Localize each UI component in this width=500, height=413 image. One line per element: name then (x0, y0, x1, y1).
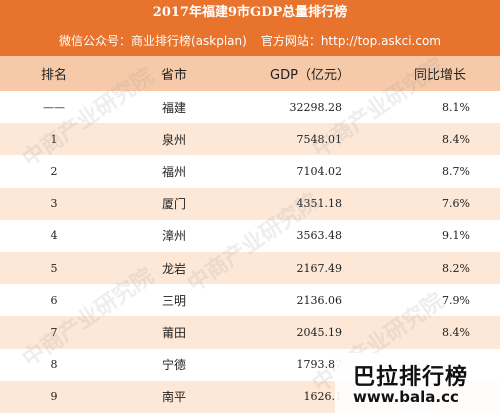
column-header-gdp: GDP（亿元） (270, 68, 350, 83)
gdp-cell: 2167.49 (296, 261, 343, 275)
city-cell: 三明 (161, 293, 186, 308)
rank-cell: 6 (50, 293, 58, 307)
table-row: —— 福建 32298.28 8.1% (0, 91, 500, 123)
growth-cell: 7.9% (442, 293, 470, 307)
table-row: 1 泉州 7548.01 8.4% (0, 123, 500, 156)
growth-cell: 8.1% (442, 100, 470, 114)
rank-cell: 2 (50, 164, 58, 178)
city-cell: 厦门 (161, 197, 186, 212)
gdp-cell: 2136.06 (296, 293, 343, 307)
column-header-city: 省市 (160, 68, 187, 83)
city-cell: 莆田 (161, 325, 186, 340)
website-label: 官方网站：http://top.askci.com (260, 34, 441, 48)
gdp-cell: 1626.1 (303, 390, 343, 404)
rank-cell: 8 (50, 358, 58, 372)
gdp-cell: 3563.48 (296, 229, 343, 243)
rank-cell: 9 (50, 390, 58, 404)
table-row: 2 福州 7104.02 8.7% (0, 155, 500, 187)
city-cell: 龙岩 (161, 261, 186, 276)
city-cell: 福建 (161, 100, 186, 115)
table-row: 4 漳州 3563.48 9.1% (0, 220, 500, 252)
brand-url: www.bala.cc (353, 388, 459, 406)
table-body: —— 福建 32298.28 8.1% 1 泉州 7548.01 8.4% 2 … (0, 91, 500, 413)
city-cell: 漳州 (161, 229, 186, 244)
table-row: 5 龙岩 2167.49 8.2% (0, 251, 500, 285)
growth-cell: 8.4% (442, 325, 470, 339)
gdp-cell: 2045.19 (296, 325, 343, 339)
table-row: 7 莆田 2045.19 8.4% (0, 316, 500, 349)
city-cell: 南平 (161, 390, 186, 405)
gdp-cell: 1793.87 (296, 358, 343, 372)
growth-cell: 8.7% (442, 164, 470, 178)
growth-cell: 7.6% (442, 197, 470, 211)
rank-cell: 3 (50, 197, 58, 211)
rank-cell: 1 (50, 132, 58, 146)
column-header-growth: 同比增长 (413, 68, 466, 83)
table-row: 6 三明 2136.06 7.9% (0, 284, 500, 316)
rank-cell: 5 (50, 261, 58, 275)
wechat-label: 微信公众号：商业排行榜(askplan) (58, 34, 247, 48)
growth-cell: 9.1% (442, 229, 470, 243)
gdp-cell: 7104.02 (296, 164, 343, 178)
rank-cell: 4 (50, 229, 58, 243)
table-row: 3 厦门 4351.18 7.6% (0, 187, 500, 220)
subtitle-bar: 微信公众号：商业排行榜(askplan) 官方网站：http://top.askc… (0, 26, 500, 56)
gdp-cell: 4351.18 (296, 197, 343, 211)
growth-cell: 8.2% (442, 261, 470, 275)
rank-cell: 7 (50, 325, 58, 339)
column-header-rank: 排名 (40, 68, 67, 83)
table-row: 8 宁德 1793.87 (0, 349, 500, 381)
city-cell: 福州 (161, 164, 186, 179)
city-cell: 泉州 (161, 132, 186, 147)
page-title: 2017年福建9市GDP总量排行榜 (0, 0, 500, 26)
gdp-cell: 7548.01 (296, 132, 343, 146)
gdp-cell: 32298.28 (289, 100, 343, 114)
city-cell: 宁德 (161, 358, 186, 373)
growth-cell: 8.4% (442, 132, 470, 146)
rank-cell: —— (43, 100, 65, 114)
brand-name: 巴拉排行榜 (353, 365, 469, 390)
table-header: 排名 省市 GDP（亿元） 同比增长 (0, 56, 500, 91)
brand-overlay: 巴拉排行榜 www.bala.cc (335, 353, 500, 413)
